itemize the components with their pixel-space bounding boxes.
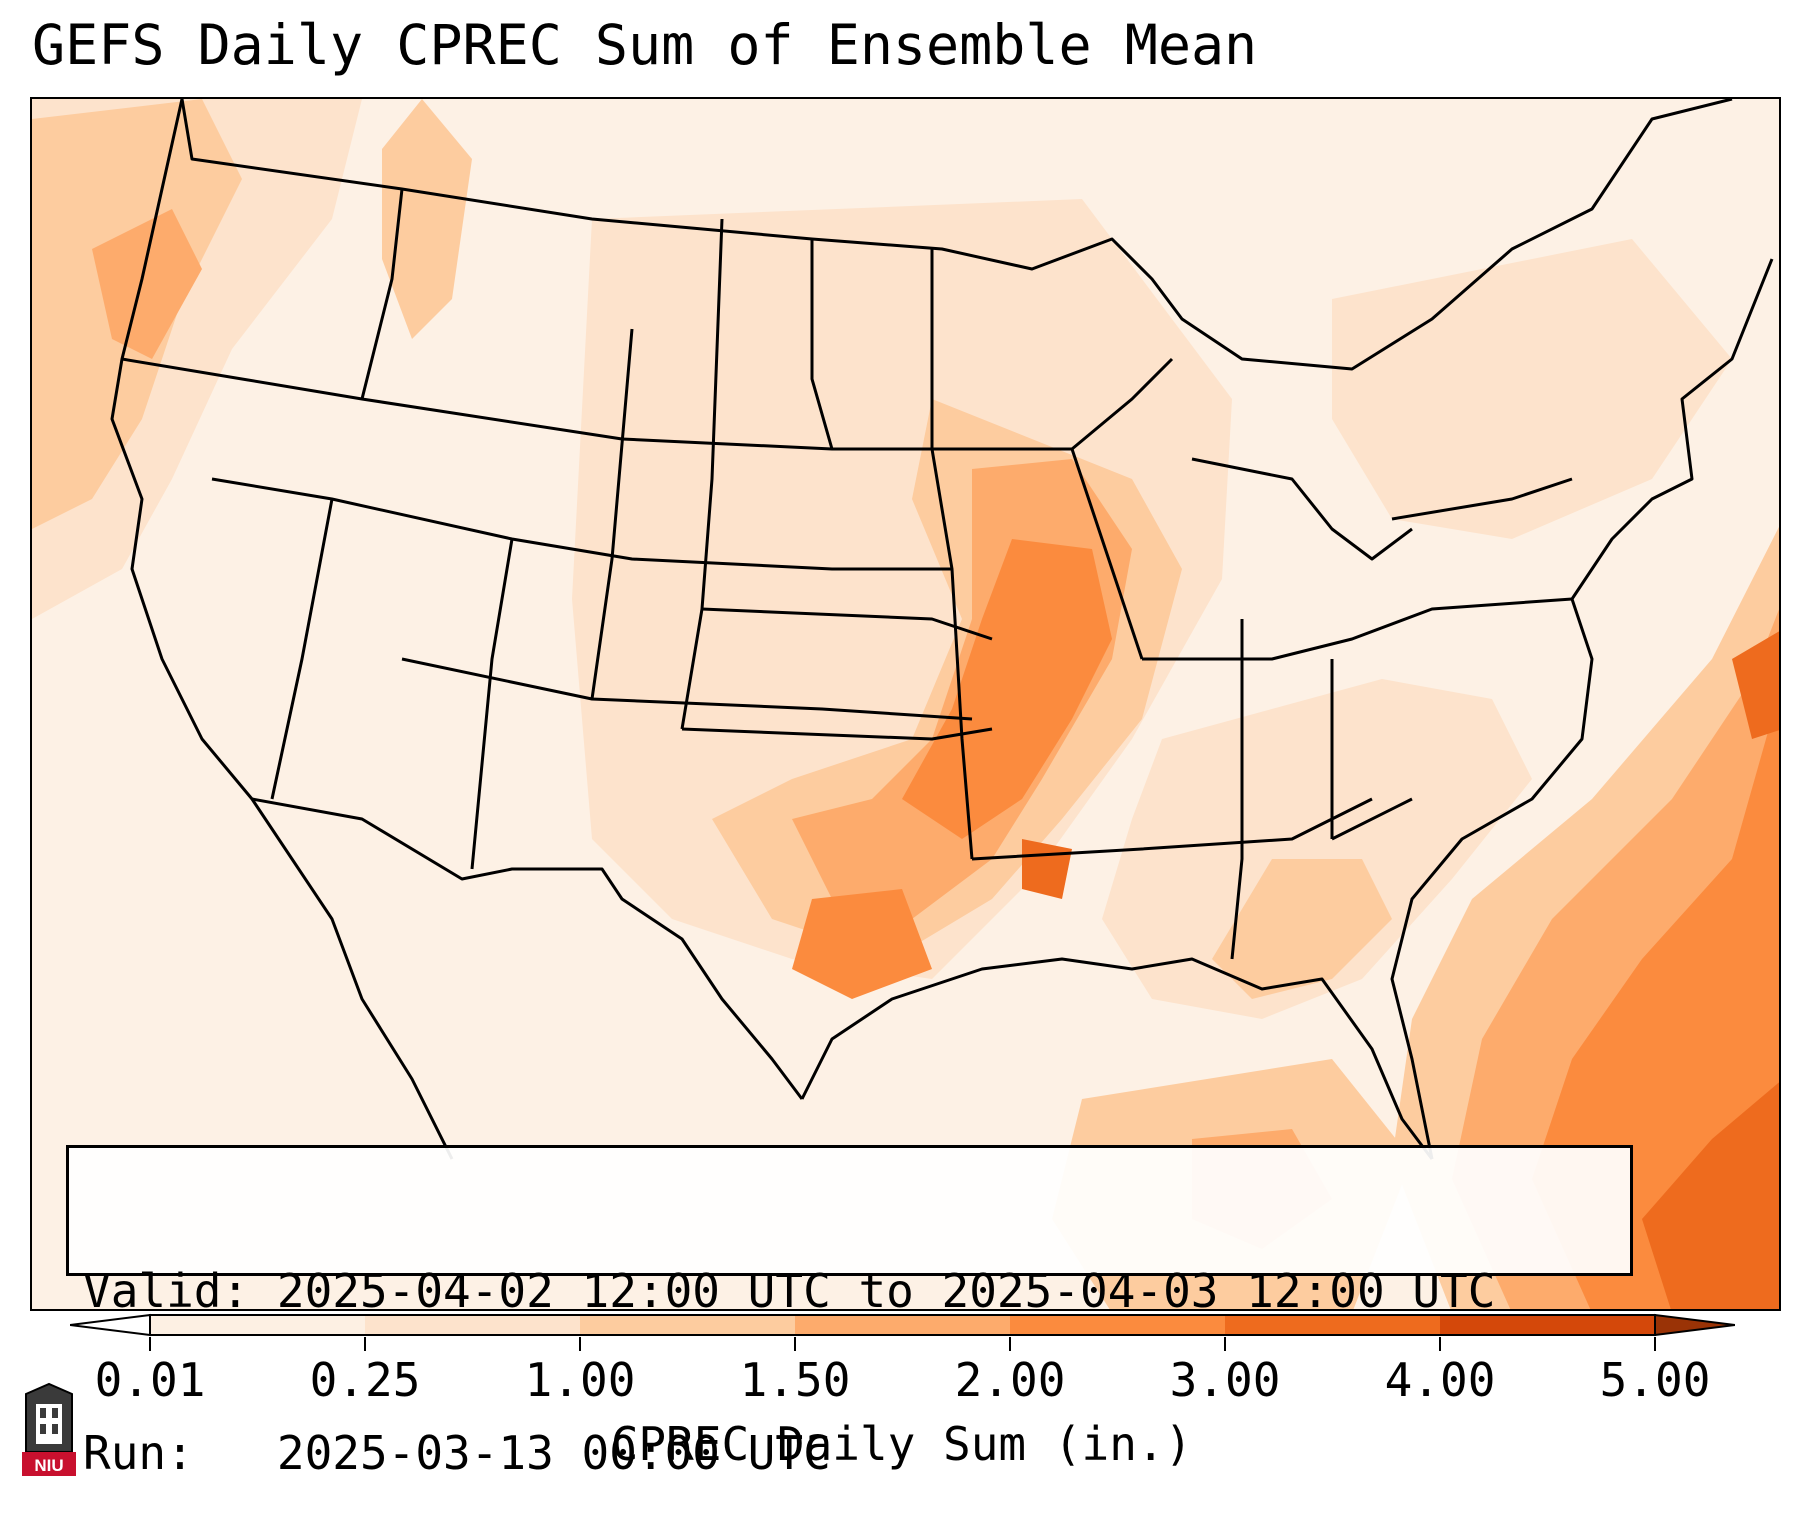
colorbar: [70, 1313, 1735, 1337]
valid-row: Valid: 2025-04-02 12:00 UTC to 2025-04-0…: [83, 1264, 1616, 1318]
precipitation-map: [30, 97, 1781, 1311]
colorbar-outline: [149, 1314, 1656, 1336]
colorbar-extend-left: [70, 1313, 151, 1337]
colorbar-segments: [150, 1315, 1656, 1335]
run-row: Run: 2025-03-13 00:00 UTC: [83, 1426, 1616, 1480]
colorbar-segment: [1225, 1315, 1441, 1335]
run-label: Run:: [83, 1426, 194, 1480]
colorbar-tick-mark: [1654, 1337, 1656, 1351]
colorbar-segment: [1440, 1315, 1656, 1335]
map-title: GEFS Daily CPREC Sum of Ensemble Mean: [32, 13, 1258, 77]
colorbar-segment: [1010, 1315, 1226, 1335]
validity-info-box: Valid: 2025-04-02 12:00 UTC to 2025-04-0…: [66, 1145, 1633, 1480]
run-value: 2025-03-13 00:00 UTC: [276, 1426, 831, 1480]
colorbar-tick-label: 5.00: [1599, 1353, 1711, 1407]
map-canvas: [32, 99, 1779, 1309]
valid-value: 2025-04-02 12:00 UTC to 2025-04-03 12:00…: [276, 1264, 1496, 1318]
valid-label: Valid:: [83, 1264, 250, 1318]
colorbar-label: CPREC Daily Sum (in.): [610, 1417, 1193, 1471]
state-boundaries: [110, 99, 1774, 1160]
colorbar-segment: [150, 1315, 366, 1335]
colorbar-segment: [580, 1315, 796, 1335]
logo-text: NIU: [34, 1456, 63, 1475]
colorbar-segment: [795, 1315, 1011, 1335]
niu-logo: NIU: [22, 1382, 76, 1476]
precip-shading: [32, 99, 1779, 1309]
colorbar-extend-right: [1654, 1313, 1735, 1337]
colorbar-segment: [365, 1315, 581, 1335]
